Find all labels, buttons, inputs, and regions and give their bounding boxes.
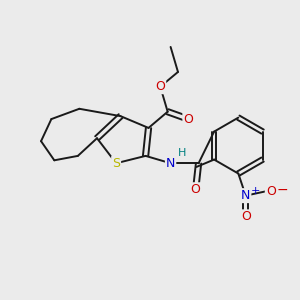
Text: O: O [266,185,276,198]
Text: S: S [112,157,120,170]
Text: H: H [178,148,187,158]
Text: O: O [191,183,201,196]
Text: −: − [276,183,288,197]
Text: N: N [166,157,175,170]
Text: O: O [241,210,250,223]
Text: O: O [155,80,165,93]
Text: N: N [241,189,250,202]
Text: O: O [183,112,193,126]
Text: +: + [250,186,260,196]
